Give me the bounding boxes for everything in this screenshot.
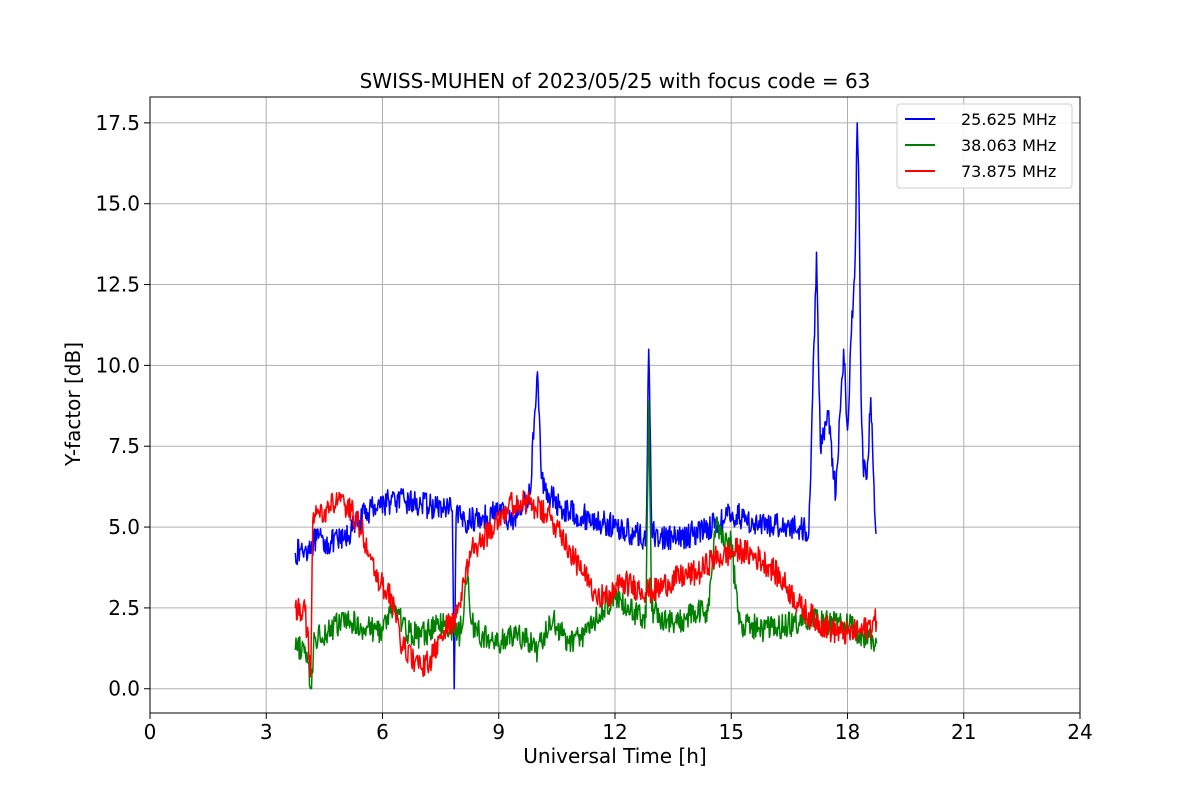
series-layer	[294, 122, 878, 690]
legend-label-1: 25.625 MHz	[961, 110, 1056, 129]
x-tick-label: 15	[719, 720, 744, 744]
legend-box	[896, 103, 1073, 189]
series-line-3	[294, 490, 878, 678]
x-axis-label: Universal Time [h]	[523, 744, 706, 768]
series-line-1	[294, 122, 877, 690]
y-tick-label: 5.0	[108, 515, 140, 539]
legend-label-3: 73.875 MHz	[961, 162, 1056, 181]
x-tick-label: 21	[951, 720, 976, 744]
y-tick-label: 0.0	[108, 677, 140, 701]
y-tick-label: 17.5	[95, 111, 140, 135]
x-tick-label: 6	[376, 720, 389, 744]
y-tick-label: 2.5	[108, 596, 140, 620]
legend-label-2: 38.063 MHz	[961, 136, 1056, 155]
x-tick-label: 12	[602, 720, 627, 744]
x-tick-label: 3	[260, 720, 273, 744]
x-tick-label: 24	[1067, 720, 1092, 744]
axes-layer: 0 3 6 9 12 15 18 21 24 0.0 2.5 5.0 7.5 10.0 12.5 15.0 17…	[95, 96, 1093, 744]
grid-layer	[149, 97, 1081, 713]
x-tick-label: 18	[835, 720, 860, 744]
y-tick-label: 15.0	[95, 192, 140, 216]
y-tick-label: 10.0	[95, 353, 140, 377]
x-tick-label: 0	[144, 720, 157, 744]
series-line-2	[294, 400, 878, 690]
y-axis-label: Y-factor [dB]	[61, 342, 85, 467]
legend: 25.625 MHz 38.063 MHz 73.875 MHz	[896, 103, 1073, 189]
y-tick-label: 12.5	[95, 273, 140, 297]
x-tick-label: 9	[492, 720, 505, 744]
chart-title: SWISS-MUHEN of 2023/05/25 with focus cod…	[360, 69, 871, 93]
y-tick-label: 7.5	[108, 434, 140, 458]
